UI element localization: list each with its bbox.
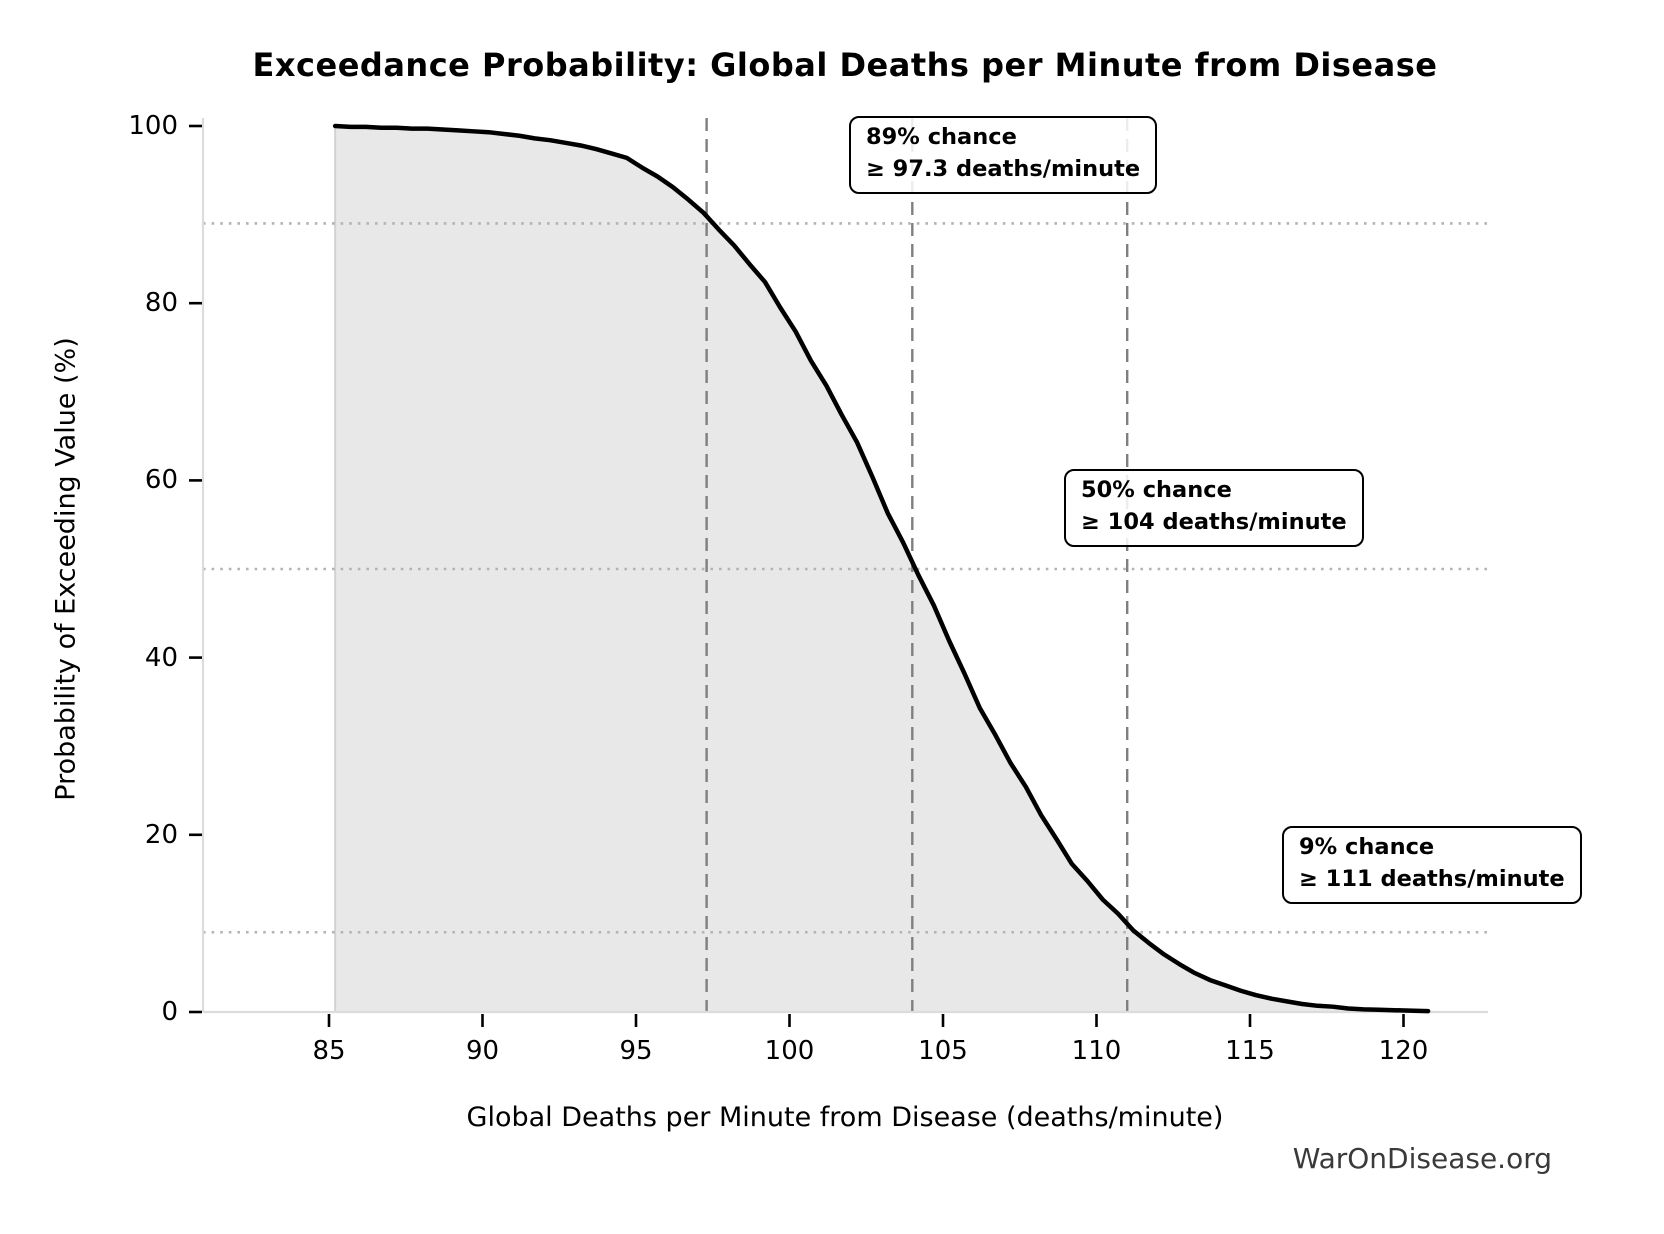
x-tick-label: 115	[1225, 1036, 1275, 1066]
curve-fill-area	[335, 126, 1429, 1012]
x-tick-label: 105	[918, 1036, 968, 1066]
annotation-percent-label: 89% chance	[866, 124, 1017, 150]
x-axis-label: Global Deaths per Minute from Disease (d…	[466, 1102, 1224, 1133]
annotation-percent-label: 50% chance	[1081, 477, 1232, 503]
x-tick-label: 95	[619, 1036, 653, 1066]
chart-title: Exceedance Probability: Global Deaths pe…	[252, 46, 1438, 84]
y-tick-label: 80	[144, 288, 178, 319]
x-tick-label: 110	[1071, 1036, 1122, 1066]
annotation-percent-label: 9% chance	[1299, 834, 1435, 860]
y-tick-label: 100	[128, 111, 178, 141]
annotation-threshold-label: ≥ 111 deaths/minute	[1299, 865, 1565, 892]
y-tick-label: 40	[144, 642, 178, 673]
x-tick-label: 85	[312, 1036, 346, 1066]
x-tick-label: 90	[465, 1036, 500, 1066]
x-tick-label: 100	[764, 1036, 815, 1066]
annotation-threshold-label: ≥ 97.3 deaths/minute	[866, 155, 1141, 182]
annotation-threshold-label: ≥ 104 deaths/minute	[1081, 508, 1347, 535]
x-tick-label: 120	[1378, 1036, 1429, 1066]
y-tick-label: 20	[144, 819, 178, 850]
y-tick-label: 0	[161, 997, 178, 1027]
watermark: WarOnDisease.org	[1292, 1142, 1552, 1175]
annotation-box: 50% chance ≥ 104 deaths/minute	[1064, 469, 1364, 547]
y-axis-label: Probability of Exceeding Value (%)	[50, 337, 82, 801]
y-tick-label: 60	[144, 465, 178, 496]
annotation-box: 9% chance ≥ 111 deaths/minute	[1282, 826, 1582, 904]
annotation-box: 89% chance ≥ 97.3 deaths/minute	[849, 116, 1158, 194]
exceedance-curve	[332, 123, 1431, 1014]
